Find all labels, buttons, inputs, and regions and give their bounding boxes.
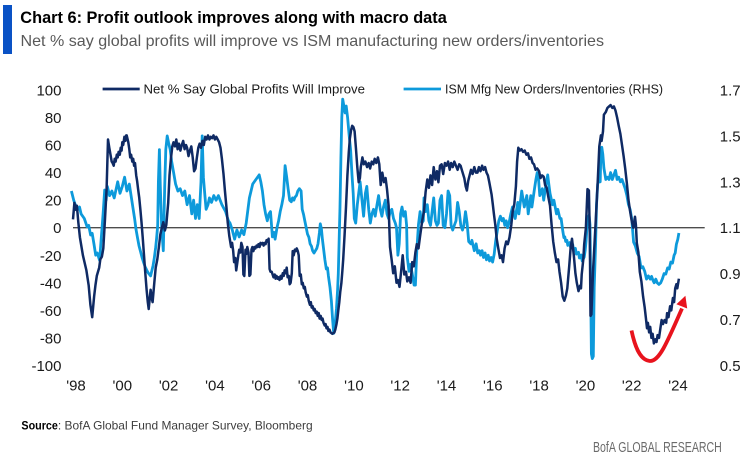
svg-text:'00: '00 <box>113 377 133 394</box>
svg-text:'10: '10 <box>344 377 364 394</box>
svg-text:20: 20 <box>45 193 62 210</box>
svg-text:1.5: 1.5 <box>720 128 741 145</box>
svg-text:'24: '24 <box>668 377 688 394</box>
svg-text:'18: '18 <box>529 377 549 394</box>
svg-text:-80: -80 <box>40 330 62 347</box>
svg-text:'20: '20 <box>576 377 596 394</box>
svg-text:40: 40 <box>45 165 62 182</box>
svg-text:60: 60 <box>45 138 62 155</box>
svg-text:0.7: 0.7 <box>720 312 741 329</box>
svg-text:-20: -20 <box>40 248 62 265</box>
svg-text:: BofA Global Fund Manager Sur: : BofA Global Fund Manager Survey, Bloom… <box>58 419 313 433</box>
svg-text:80: 80 <box>45 110 62 127</box>
svg-text:Net % say global profits will: Net % say global profits will improve vs… <box>21 33 605 50</box>
svg-text:'02: '02 <box>159 377 179 394</box>
svg-text:'98: '98 <box>66 377 86 394</box>
svg-text:1.7: 1.7 <box>720 83 741 100</box>
svg-text:0: 0 <box>53 220 61 237</box>
svg-text:Chart 6: Profit outlook improv: Chart 6: Profit outlook improves along w… <box>20 9 447 27</box>
svg-text:-60: -60 <box>40 303 62 320</box>
svg-text:'16: '16 <box>483 377 503 394</box>
svg-text:'06: '06 <box>251 377 271 394</box>
svg-text:Source: Source <box>21 419 58 433</box>
svg-text:BofA GLOBAL RESEARCH: BofA GLOBAL RESEARCH <box>593 439 722 456</box>
svg-text:-100: -100 <box>31 358 61 375</box>
svg-text:-40: -40 <box>40 275 62 292</box>
svg-text:0.9: 0.9 <box>720 266 741 283</box>
svg-text:'08: '08 <box>298 377 318 394</box>
svg-text:'04: '04 <box>205 377 225 394</box>
svg-text:100: 100 <box>36 82 61 99</box>
svg-text:0.5: 0.5 <box>720 358 741 375</box>
svg-text:Net % Say Global Profits Will: Net % Say Global Profits Will Improve <box>144 81 366 96</box>
svg-text:'12: '12 <box>390 377 410 394</box>
svg-text:1.1: 1.1 <box>720 220 741 237</box>
svg-text:1.3: 1.3 <box>720 174 741 191</box>
svg-text:ISM Mfg New Orders/Inventories: ISM Mfg New Orders/Inventories (RHS) <box>445 81 663 96</box>
svg-text:'22: '22 <box>622 377 642 394</box>
svg-text:'14: '14 <box>437 377 457 394</box>
